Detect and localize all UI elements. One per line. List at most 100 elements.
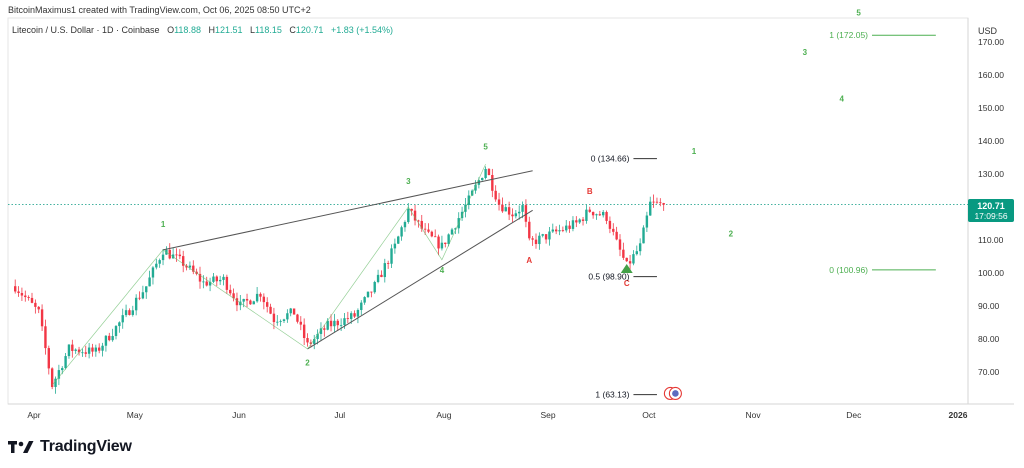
- price-tick-label: 80.00: [978, 334, 1000, 344]
- candle-body: [481, 177, 484, 181]
- candle-body: [255, 293, 259, 302]
- time-tick-label: Apr: [27, 410, 40, 420]
- symbol-legend: Litecoin / U.S. Dollar · 1D · Coinbase O…: [12, 25, 393, 35]
- candle-body: [554, 229, 558, 232]
- candle-body: [235, 298, 239, 306]
- candle-body: [534, 239, 538, 245]
- candle-body: [188, 265, 192, 268]
- candle-series: [14, 166, 665, 394]
- wave-label: B: [587, 187, 593, 196]
- candle-body: [652, 201, 655, 203]
- candle-body: [249, 300, 252, 305]
- price-tick-label: 160.00: [978, 70, 1004, 80]
- candle-body: [474, 184, 477, 191]
- candle-body: [252, 301, 255, 305]
- candle-body: [239, 301, 242, 306]
- candle-body: [491, 174, 494, 191]
- candle-body: [407, 208, 410, 223]
- time-tick-label: Sep: [541, 410, 556, 420]
- candle-body: [192, 265, 195, 272]
- candle-body: [14, 286, 17, 292]
- candle-body: [34, 302, 37, 307]
- candle-body: [528, 221, 531, 239]
- plot-border: [7, 17, 969, 405]
- candle-body: [145, 286, 148, 293]
- candle-body: [544, 234, 548, 240]
- fib-level-label: 1 (63.13): [595, 390, 629, 400]
- candle-body: [316, 333, 319, 340]
- candle-body: [94, 347, 98, 352]
- candle-body: [356, 310, 360, 317]
- candle-body: [229, 289, 232, 294]
- candle-body: [578, 219, 581, 223]
- currency-label[interactable]: USD: [978, 26, 998, 36]
- ohlc-high: H121.51: [208, 25, 243, 35]
- candle-body: [185, 265, 188, 268]
- candle-body: [507, 207, 511, 215]
- candle-body: [182, 256, 185, 266]
- price-tick-label: 150.00: [978, 103, 1004, 113]
- candle-body: [376, 274, 380, 282]
- candle-body: [104, 335, 108, 346]
- candle-body: [642, 227, 645, 244]
- candle-body: [333, 320, 336, 327]
- candle-body: [151, 267, 155, 278]
- candle-body: [618, 239, 622, 250]
- candle-body: [178, 254, 182, 257]
- candle-body: [37, 306, 40, 310]
- ohlc-open: O118.88: [167, 25, 201, 35]
- candle-body: [198, 273, 202, 282]
- candle-body: [155, 263, 158, 268]
- candle-body: [511, 214, 514, 217]
- candle-body: [413, 210, 417, 221]
- candle-body: [598, 214, 602, 216]
- tradingview-wordmark: TradingView: [40, 438, 132, 455]
- candle-body: [612, 228, 615, 232]
- ohlc-change: +1.83 (+1.54%): [330, 25, 393, 35]
- time-tick-label: Jun: [232, 410, 246, 420]
- candle-body: [625, 257, 628, 262]
- tradingview-branding: TradingView: [8, 437, 132, 457]
- candle-body: [541, 234, 544, 236]
- candle-body: [259, 293, 262, 297]
- candle-body: [87, 347, 91, 354]
- candle-body: [64, 356, 67, 369]
- candle-body: [423, 228, 427, 230]
- candle-body: [397, 236, 400, 244]
- candle-body: [655, 201, 659, 203]
- candle-body: [323, 328, 326, 330]
- candle-body: [497, 199, 501, 205]
- candle-body: [638, 243, 642, 252]
- candle-body: [134, 297, 138, 311]
- candle-body: [121, 315, 124, 323]
- candle-body: [518, 211, 521, 214]
- candle-body: [336, 320, 339, 326]
- wedge-trend-line: [162, 170, 533, 251]
- candle-body: [215, 276, 218, 282]
- triangle-marker-icon: [620, 264, 633, 274]
- candle-body: [71, 344, 74, 351]
- candle-body: [538, 235, 541, 245]
- candle-body: [343, 318, 346, 326]
- candle-body: [296, 314, 299, 322]
- price-tick-label: 110.00: [978, 235, 1004, 245]
- candle-body: [74, 349, 77, 351]
- candle-body: [40, 309, 44, 327]
- candle-body: [585, 209, 588, 221]
- candle-body: [608, 220, 612, 229]
- candle-body: [450, 229, 454, 235]
- candle-body: [561, 230, 565, 231]
- candle-body: [339, 325, 343, 326]
- candle-body: [635, 251, 638, 255]
- candle-body: [124, 310, 128, 316]
- candle-body: [138, 297, 141, 299]
- candle-body: [27, 297, 30, 298]
- candle-body: [504, 207, 507, 212]
- candle-body: [373, 281, 376, 293]
- candle-body: [581, 219, 585, 221]
- symbol-name[interactable]: Litecoin / U.S. Dollar · 1D · Coinbase: [12, 25, 160, 35]
- candle-body: [521, 205, 524, 212]
- fib-level-label: 0 (100.96): [829, 265, 868, 275]
- candle-body: [161, 254, 165, 261]
